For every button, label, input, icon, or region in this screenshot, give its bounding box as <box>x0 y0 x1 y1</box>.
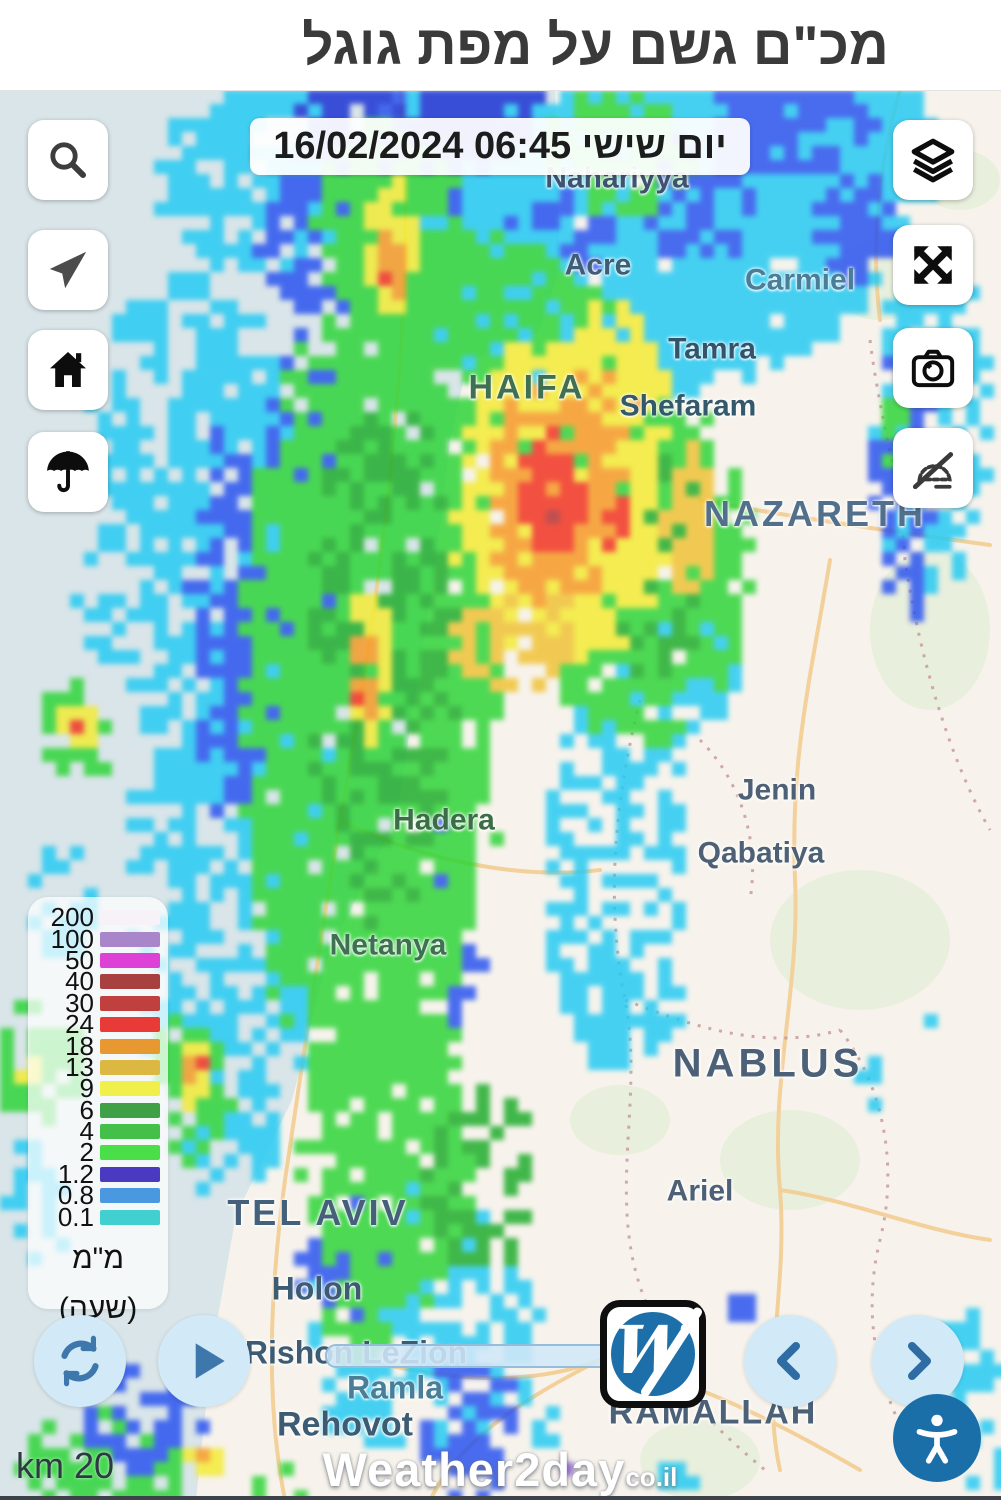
city-label: Shefaram <box>619 389 757 423</box>
legend-unit-top: מ"מ <box>72 1241 124 1275</box>
legend-swatch <box>100 1209 160 1225</box>
layers-button[interactable] <box>893 120 973 200</box>
fullscreen-icon <box>913 245 953 285</box>
weather2day-logo: W <box>608 1305 704 1399</box>
next-frame-button[interactable] <box>872 1315 964 1407</box>
city-label: NAZARETH <box>704 492 926 534</box>
fullscreen-button[interactable] <box>893 225 973 305</box>
legend-row: 13 <box>28 1054 168 1080</box>
play-icon <box>195 1343 225 1379</box>
legend-row: 50 <box>28 947 168 973</box>
legend-value: 0.1 <box>57 1201 94 1232</box>
legend-swatch <box>100 1188 160 1204</box>
city-label: Tamra <box>668 332 756 366</box>
city-label: Ariel <box>666 1174 734 1208</box>
accessibility-button[interactable] <box>893 1394 981 1482</box>
city-label: Carmiel <box>744 263 856 297</box>
legend-row: 30 <box>28 990 168 1016</box>
legend-swatch <box>100 1059 160 1075</box>
legend-swatch <box>100 910 160 926</box>
legend-row: 200 <box>28 904 168 930</box>
datetime-text: 16/02/2024 06:45 יום שישי <box>273 125 727 167</box>
legend-row: 40 <box>28 968 168 994</box>
legend-row: 6 <box>28 1097 168 1123</box>
legend-swatch <box>100 1145 160 1161</box>
city-label: Acre <box>564 248 632 282</box>
datetime-chip: 16/02/2024 06:45 יום שישי <box>250 118 750 175</box>
legend-swatch <box>100 1038 160 1054</box>
refresh-button[interactable] <box>34 1315 126 1407</box>
app-header: מכ"ם גשם על מפת גוגל <box>0 0 1001 91</box>
city-label: Hadera <box>393 803 495 837</box>
legend-rows: 200 100 50 40 30 24 18 13 9 6 4 2 1.2 0.8 0.1 <box>28 904 168 1232</box>
chevron-left-icon <box>777 1342 800 1380</box>
home-button[interactable] <box>28 330 108 410</box>
legend-row: 2 <box>28 1139 168 1165</box>
legend-row: 0.1 <box>28 1201 168 1232</box>
legend-row: 18 <box>28 1033 168 1059</box>
layers-icon <box>911 138 955 183</box>
watermark: Weather2dayco.il <box>323 1442 678 1497</box>
accessibility-icon <box>916 1414 958 1464</box>
camera-icon <box>911 349 955 388</box>
search-icon <box>50 142 86 178</box>
search-button[interactable] <box>28 120 108 200</box>
legend-row: 0.8 <box>28 1182 168 1208</box>
play-button[interactable] <box>158 1315 250 1407</box>
rain-layer-button[interactable] <box>28 432 108 512</box>
map-scale-label: km 20 <box>16 1445 115 1486</box>
city-label: Netanya <box>329 928 447 962</box>
city-label: Jenin <box>737 773 817 807</box>
rain-intensity-legend: 200 100 50 40 30 24 18 13 9 6 4 2 1.2 0.8 0.1 מ"מ (שעה… <box>28 897 168 1325</box>
legend-row: 1.2 <box>28 1161 168 1187</box>
legend-swatch <box>100 1081 160 1097</box>
legend-swatch <box>100 1017 160 1033</box>
legend-swatch <box>100 995 160 1011</box>
watermark-suffix: co.il <box>625 1462 678 1492</box>
legend-row: 9 <box>28 1075 168 1101</box>
legend-row: 24 <box>28 1011 168 1037</box>
legend-swatch <box>100 1102 160 1118</box>
previous-frame-button[interactable] <box>744 1315 836 1407</box>
measure-icon <box>912 452 954 490</box>
city-label: Rehovot <box>277 1405 413 1444</box>
legend-swatch <box>100 974 160 990</box>
legend-row: 4 <box>28 1118 168 1144</box>
legend-swatch <box>100 952 160 968</box>
home-icon <box>50 352 86 387</box>
city-label: Holon <box>271 1270 363 1307</box>
legend-swatch <box>100 1124 160 1140</box>
screenshot-button[interactable] <box>893 328 973 408</box>
bottom-system-bar <box>0 1496 1001 1500</box>
locate-arrow-icon <box>49 251 87 289</box>
city-label: Ramla <box>346 1369 444 1406</box>
city-label: TEL AVIV <box>227 1191 409 1233</box>
city-label: Qabatiya <box>697 836 825 870</box>
legend-swatch <box>100 931 160 947</box>
city-label: NABLUS <box>672 1041 864 1086</box>
city-label: HAIFA <box>468 368 586 407</box>
refresh-icon <box>61 1335 99 1387</box>
legend-row: 100 <box>28 926 168 952</box>
watermark-main: Weather2day <box>322 1443 626 1496</box>
map-canvas-area[interactable]: Nahariyya Acre Carmiel Tamra HAIFA Shefaram NA… <box>0 90 1001 1500</box>
legend-swatch <box>100 1166 160 1182</box>
locate-button[interactable] <box>28 230 108 310</box>
measure-button[interactable] <box>893 428 973 508</box>
logo-letter: W <box>608 1311 694 1389</box>
umbrella-icon <box>47 451 89 493</box>
page-title: מכ"ם גשם על מפת גוגל <box>302 14 889 76</box>
timeline-thumb-logo-button[interactable]: W <box>600 1300 706 1408</box>
chevron-right-icon <box>908 1342 931 1380</box>
